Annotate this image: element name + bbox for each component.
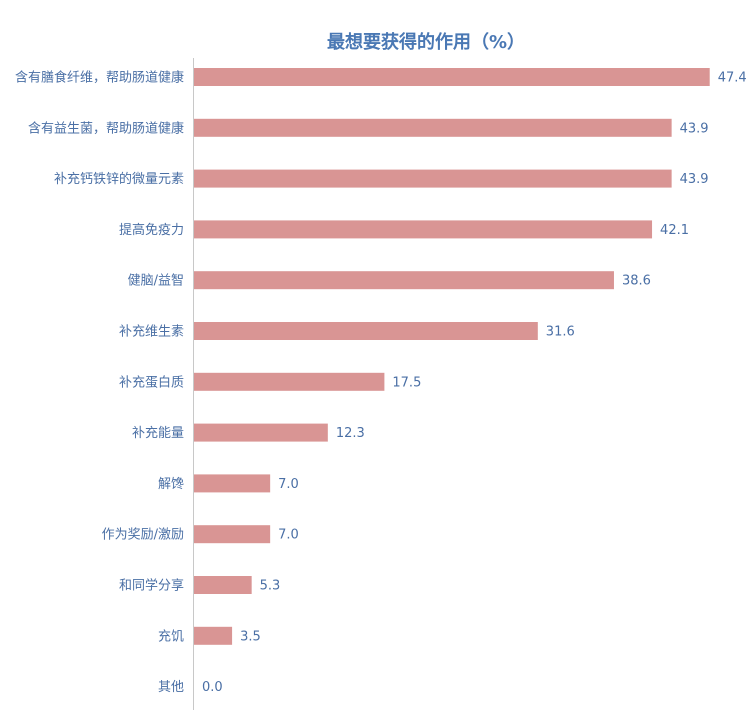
value-label: 47.4 <box>718 71 747 86</box>
category-label: 补充能量 <box>132 425 184 441</box>
bar <box>194 118 672 137</box>
category-label: 健脑/益智 <box>128 274 184 289</box>
bar <box>194 220 653 239</box>
value-label: 17.5 <box>392 375 421 390</box>
category-label: 和同学分享 <box>119 578 184 594</box>
value-label: 12.3 <box>336 426 365 441</box>
category-label: 其他 <box>158 680 184 695</box>
bars-group: 含有膳食纤维，帮助肠道健康 47.4 含有益生菌，帮助肠道健康 43.9 补充钙铁锌的微… <box>15 68 747 695</box>
bar <box>194 372 385 391</box>
bar <box>194 626 233 645</box>
category-label: 含有益生菌，帮助肠道健康 <box>28 120 184 136</box>
value-label: 0.0 <box>202 680 223 695</box>
bar <box>194 474 271 493</box>
value-label: 3.5 <box>240 629 261 644</box>
category-label: 补充蛋白质 <box>119 374 184 390</box>
value-label: 43.9 <box>680 121 709 136</box>
bar <box>194 322 538 340</box>
category-label: 作为奖励/激励 <box>102 528 184 543</box>
bar <box>194 68 710 86</box>
category-label: 含有膳食纤维，帮助肠道健康 <box>15 70 184 86</box>
value-label: 7.0 <box>278 477 299 492</box>
bar <box>194 423 328 442</box>
value-label: 31.6 <box>546 325 575 340</box>
bar <box>194 169 672 188</box>
category-label: 充饥 <box>158 628 184 644</box>
value-label: 42.1 <box>660 223 689 238</box>
category-label: 提高免疫力 <box>119 222 184 238</box>
category-label: 补充钙铁锌的微量元素 <box>54 171 184 187</box>
category-label: 补充维生素 <box>119 324 184 340</box>
chart-title: 最想要获得的作用（%） <box>326 32 526 53</box>
value-label: 38.6 <box>622 274 651 289</box>
bar <box>194 525 271 544</box>
value-label: 5.3 <box>260 579 281 594</box>
bar <box>194 271 614 290</box>
value-label: 43.9 <box>680 172 709 187</box>
value-label: 7.0 <box>278 528 299 543</box>
category-label: 解馋 <box>158 477 184 492</box>
bar <box>194 576 252 594</box>
